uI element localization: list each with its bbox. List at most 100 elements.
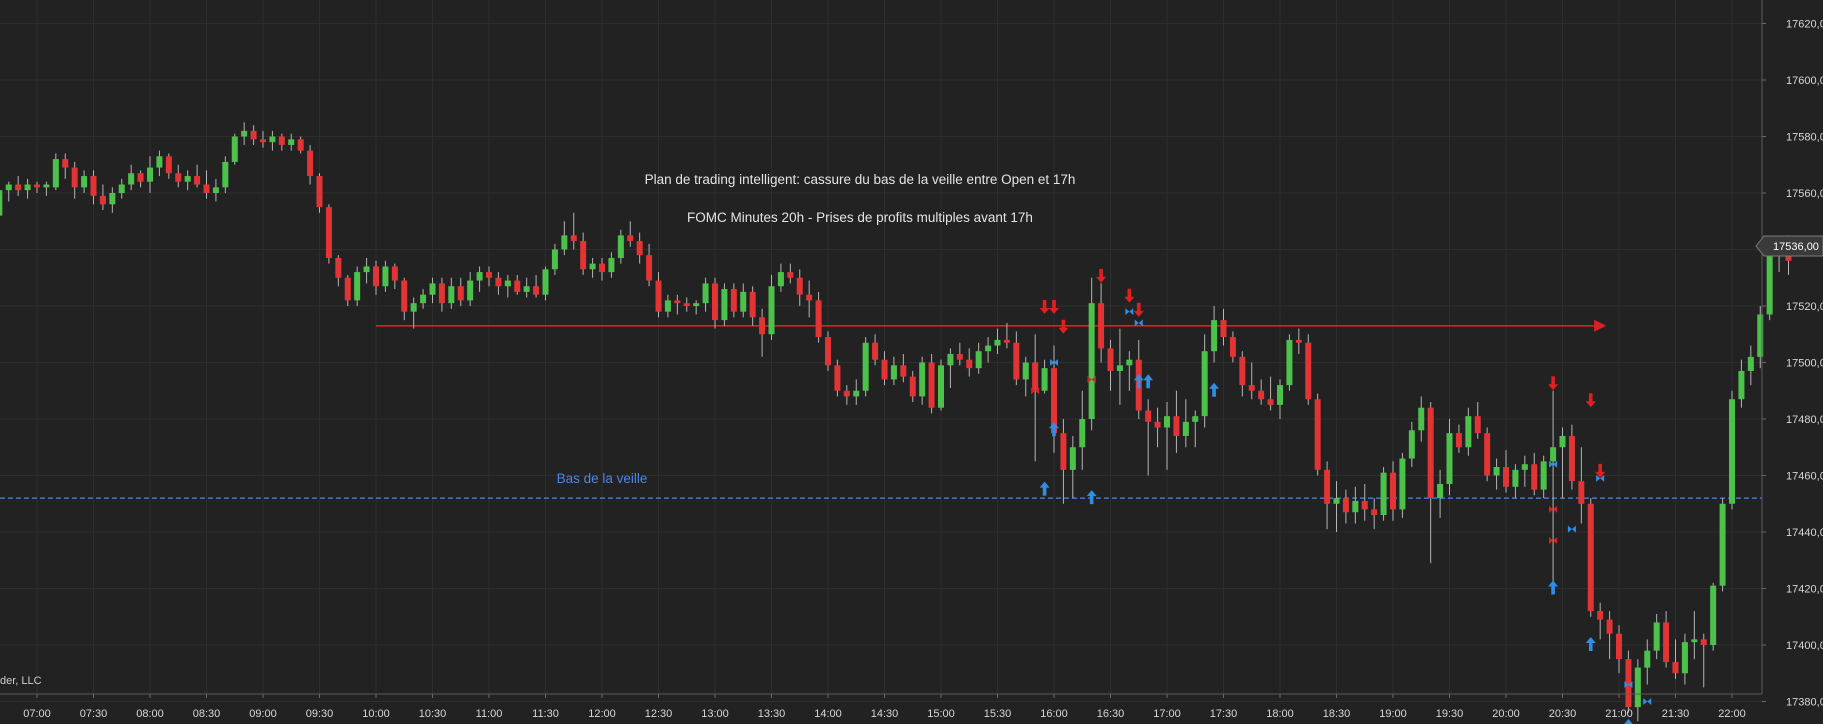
candle <box>514 274 521 295</box>
candle-body <box>1691 639 1698 643</box>
candle <box>316 173 323 213</box>
candle <box>495 272 502 295</box>
candle <box>410 297 417 329</box>
candle-body <box>768 286 775 335</box>
candle <box>853 379 860 405</box>
sell-signal-arrow-shaft <box>1127 288 1132 298</box>
time-tick-label: 13:00 <box>701 708 729 720</box>
candle <box>429 277 436 304</box>
candle <box>448 277 455 309</box>
buy-signal-arrow <box>1133 374 1144 389</box>
time-tick-label: 19:30 <box>1436 708 1464 720</box>
candle-body <box>476 272 483 281</box>
candle-body <box>1521 464 1528 470</box>
candle <box>664 294 671 318</box>
candle <box>1352 486 1359 524</box>
candle-body <box>231 136 238 162</box>
candle-body <box>1559 435 1566 448</box>
sell-signal-arrow-head <box>1058 327 1069 334</box>
candle-body <box>1022 362 1029 380</box>
candle <box>1568 424 1575 490</box>
candle <box>1437 469 1444 518</box>
candle-body <box>1700 639 1707 645</box>
candle <box>834 359 841 397</box>
candle-body <box>165 156 172 174</box>
trade-signals <box>1031 268 1652 724</box>
candle <box>1145 399 1152 476</box>
buy-signal-arrow-head <box>1049 422 1059 429</box>
candle <box>1747 345 1754 386</box>
candle <box>655 272 662 318</box>
candle <box>1606 611 1613 660</box>
buy-signal-arrow-head <box>1624 718 1633 724</box>
candle <box>269 130 276 151</box>
candle <box>1220 308 1227 346</box>
time-tick-label: 15:30 <box>984 708 1012 720</box>
candle-body <box>580 241 587 270</box>
candle <box>231 133 238 165</box>
candle-body <box>373 266 379 287</box>
candle-body <box>1663 622 1670 662</box>
candle-body <box>486 272 492 278</box>
candle <box>1060 419 1067 504</box>
candle <box>1192 410 1199 448</box>
candle <box>1013 331 1020 386</box>
red-exit-marker <box>1549 505 1554 513</box>
blue-exit-marker <box>1596 474 1601 482</box>
time-tick-label: 18:00 <box>1266 708 1294 720</box>
buy-signal-arrow <box>1039 481 1050 496</box>
candle <box>1625 650 1632 713</box>
candle <box>1474 402 1481 439</box>
candle <box>1248 362 1255 400</box>
buy-signal-arrow-shaft <box>1136 379 1141 389</box>
candle <box>1324 461 1331 530</box>
candle-body <box>420 294 427 304</box>
sell-signal-arrow <box>1548 376 1559 391</box>
candle <box>260 130 266 148</box>
candle <box>542 266 549 301</box>
candle-body <box>1201 351 1208 417</box>
candle <box>99 184 106 210</box>
time-tick-label: 12:30 <box>645 708 673 720</box>
price-tick-label: 17440,00 <box>1786 527 1823 539</box>
candle-body <box>1164 416 1170 428</box>
candle <box>1164 402 1170 470</box>
candle <box>749 286 756 326</box>
candle-body <box>674 300 681 304</box>
candle <box>1229 331 1236 363</box>
time-tick-label: 14:30 <box>871 708 899 720</box>
candle-body <box>900 365 907 377</box>
candle-body <box>429 283 436 295</box>
time-tick-label: 20:00 <box>1492 708 1520 720</box>
candle-body <box>966 359 973 369</box>
price-axis[interactable]: 17620,0017600,0017580,0017560,0017540,00… <box>1762 19 1823 709</box>
candle-body <box>1719 503 1726 586</box>
time-tick-label: 09:30 <box>306 708 334 720</box>
sell-signal-arrow <box>1049 300 1059 314</box>
time-tick-label: 21:00 <box>1605 708 1633 720</box>
candle <box>504 274 511 298</box>
candle <box>768 274 775 340</box>
candle-body <box>1766 255 1773 315</box>
candle <box>391 263 398 290</box>
candle-body <box>5 184 12 191</box>
candle <box>1512 464 1519 499</box>
candle-body <box>504 280 511 287</box>
time-axis[interactable]: 07:00 07:30 08:00 08:30 09:00 09:30 10:00 10:30… <box>23 694 1746 720</box>
sell-signal-arrow-head <box>1049 308 1059 314</box>
candle-body <box>1437 483 1444 499</box>
candle-body <box>1634 667 1641 708</box>
red-exit-marker <box>1087 375 1092 383</box>
candle-body <box>410 303 417 312</box>
candle-body <box>1531 464 1538 490</box>
price-tick-label: 17600,00 <box>1786 75 1823 87</box>
candle <box>1079 390 1086 470</box>
time-tick-label: 21:30 <box>1662 708 1690 720</box>
time-tick-label: 09:00 <box>249 708 277 720</box>
candle-body <box>1107 348 1114 371</box>
candle <box>1003 322 1010 349</box>
grid-lines <box>0 0 1762 702</box>
candle <box>1503 450 1509 493</box>
candle-body <box>1738 370 1745 400</box>
